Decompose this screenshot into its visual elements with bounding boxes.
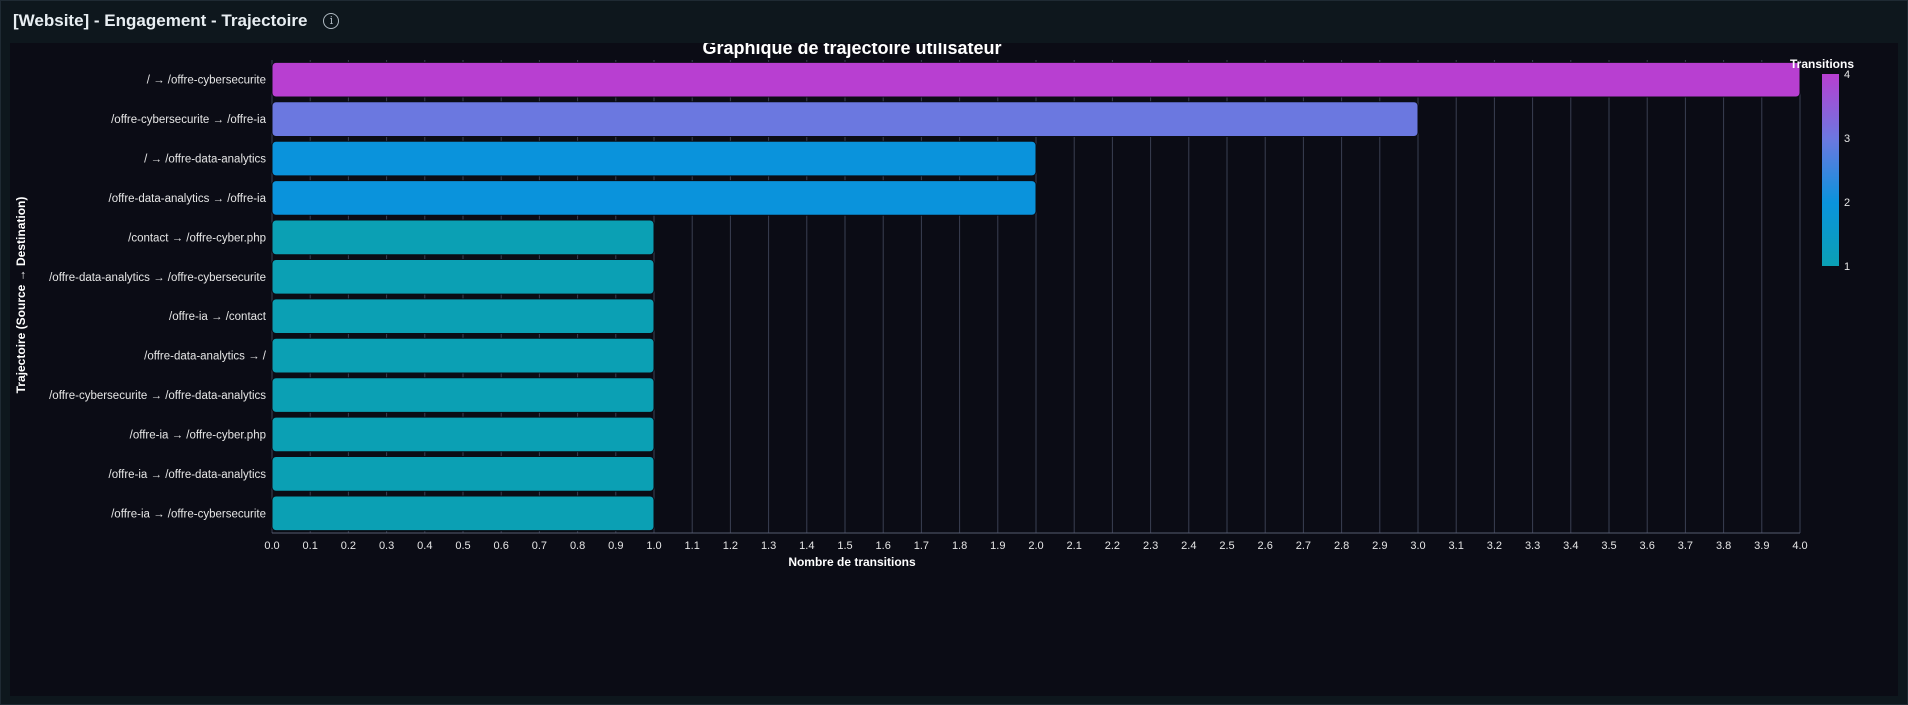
- category-label: /offre-data-analytics → /offre-cybersecu…: [49, 272, 266, 284]
- bar[interactable]: [271, 377, 655, 413]
- bar[interactable]: [271, 337, 655, 374]
- x-tick-label: 0.2: [341, 540, 356, 552]
- bar[interactable]: [271, 258, 655, 295]
- x-tick-label: 1.3: [761, 540, 776, 552]
- x-tick-label: 2.3: [1143, 540, 1158, 552]
- grid-lines: [271, 60, 1801, 534]
- x-tick-label: 3.1: [1449, 540, 1464, 552]
- x-tick-label: 3.4: [1563, 540, 1578, 552]
- x-tick-label: 2.4: [1181, 540, 1196, 552]
- x-tick-label: 3.9: [1754, 540, 1769, 552]
- x-tick-label: 2.7: [1296, 540, 1311, 552]
- x-tick-label: 0.3: [379, 540, 394, 552]
- x-tick-label: 1.1: [685, 540, 700, 552]
- category-label: /offre-cybersecurite → /offre-data-analy…: [49, 390, 266, 402]
- x-tick-label: 2.0: [1028, 540, 1043, 552]
- x-axis-label: Nombre de transitions: [788, 555, 916, 569]
- bar[interactable]: [271, 61, 1801, 98]
- category-label: /offre-data-analytics → /: [144, 351, 267, 363]
- x-tick-label: 4.0: [1792, 540, 1807, 552]
- x-tick-label: 2.8: [1334, 540, 1349, 552]
- x-tick-label: 2.2: [1105, 540, 1120, 552]
- info-circle-icon[interactable]: i: [323, 13, 340, 29]
- colorbar-title: Transitions: [1790, 57, 1854, 71]
- x-tick-label: 3.3: [1525, 540, 1540, 552]
- bar[interactable]: [271, 140, 1037, 177]
- category-label: /offre-ia → /offre-cyber.php: [130, 429, 266, 441]
- bar[interactable]: [271, 495, 655, 532]
- x-tick-label: 1.2: [723, 540, 738, 552]
- colorbar-gradient: [1822, 74, 1839, 266]
- colorbar-tick-label: 3: [1844, 133, 1850, 145]
- colorbar-tick-label: 2: [1844, 197, 1850, 209]
- colorbar-tick-label: 4: [1844, 69, 1850, 81]
- panel-header: [Website] - Engagement - Trajectoire i: [1, 1, 1907, 41]
- x-tick-labels: 0.0 0.1 0.2 0.3 0.4 0.5 0.6 0.7 0.8 0.9 1.0 1.1 1.2 1…: [264, 540, 1807, 552]
- bars: [271, 61, 1801, 532]
- x-tick-label: 0.8: [570, 540, 585, 552]
- x-tick-label: 3.7: [1678, 540, 1693, 552]
- x-tick-label: 0.4: [417, 540, 432, 552]
- x-tick-label: 0.0: [264, 540, 279, 552]
- x-tick-label: 1.7: [914, 540, 929, 552]
- x-tick-label: 3.6: [1640, 540, 1655, 552]
- bar[interactable]: [271, 416, 655, 453]
- x-tick-label: 0.6: [494, 540, 509, 552]
- category-label: /offre-ia → /offre-cybersecurite: [111, 508, 266, 520]
- x-tick-label: 1.9: [990, 540, 1005, 552]
- y-axis-label: Trajectoire (Source → Destination): [14, 197, 28, 394]
- panel-title: [Website] - Engagement - Trajectoire: [13, 11, 308, 30]
- x-tick-label: 2.9: [1372, 540, 1387, 552]
- x-tick-label: 1.0: [646, 540, 661, 552]
- trajectory-bar-chart: / → /offre-cybersecurite/offre-cybersecu…: [14, 43, 1854, 569]
- x-tick-label: 0.1: [303, 540, 318, 552]
- category-label: /contact → /offre-cyber.php: [128, 232, 266, 244]
- x-tick-label: 0.7: [532, 540, 547, 552]
- colorbar-ticks: 1 2 3 4: [1844, 69, 1850, 273]
- x-tick-label: 1.6: [876, 540, 891, 552]
- bar[interactable]: [271, 298, 655, 335]
- bar[interactable]: [271, 180, 1037, 216]
- colorbar: Transitions 1 2 3 4: [1790, 57, 1854, 273]
- x-tick-label: 0.5: [455, 540, 470, 552]
- category-labels: / → /offre-cybersecurite/offre-cybersecu…: [49, 75, 267, 521]
- x-tick-label: 1.8: [952, 540, 967, 552]
- category-label: / → /offre-data-analytics: [144, 154, 266, 166]
- chart-plot-area: / → /offre-cybersecurite/offre-cybersecu…: [10, 43, 1898, 696]
- x-tick-label: 2.1: [1067, 540, 1082, 552]
- colorbar-tick-label: 1: [1844, 261, 1850, 273]
- x-tick-label: 3.0: [1410, 540, 1425, 552]
- category-label: /offre-cybersecurite → /offre-ia: [111, 114, 266, 126]
- x-tick-label: 1.5: [837, 540, 852, 552]
- x-tick-label: 0.9: [608, 540, 623, 552]
- category-label: /offre-data-analytics → /offre-ia: [109, 193, 267, 205]
- bar[interactable]: [271, 456, 655, 492]
- category-label: /offre-ia → /offre-data-analytics: [109, 469, 267, 481]
- x-tick-label: 3.2: [1487, 540, 1502, 552]
- category-label: /offre-ia → /contact: [169, 311, 267, 323]
- x-tick-label: 3.8: [1716, 540, 1731, 552]
- x-tick-label: 3.5: [1601, 540, 1616, 552]
- x-tick-label: 1.4: [799, 540, 814, 552]
- category-label: / → /offre-cybersecurite: [147, 75, 266, 87]
- x-tick-label: 2.5: [1219, 540, 1234, 552]
- chart-title: Graphique de trajectoire utilisateur: [702, 43, 1001, 58]
- bar[interactable]: [271, 219, 655, 256]
- bar[interactable]: [271, 101, 1419, 137]
- x-tick-label: 2.6: [1258, 540, 1273, 552]
